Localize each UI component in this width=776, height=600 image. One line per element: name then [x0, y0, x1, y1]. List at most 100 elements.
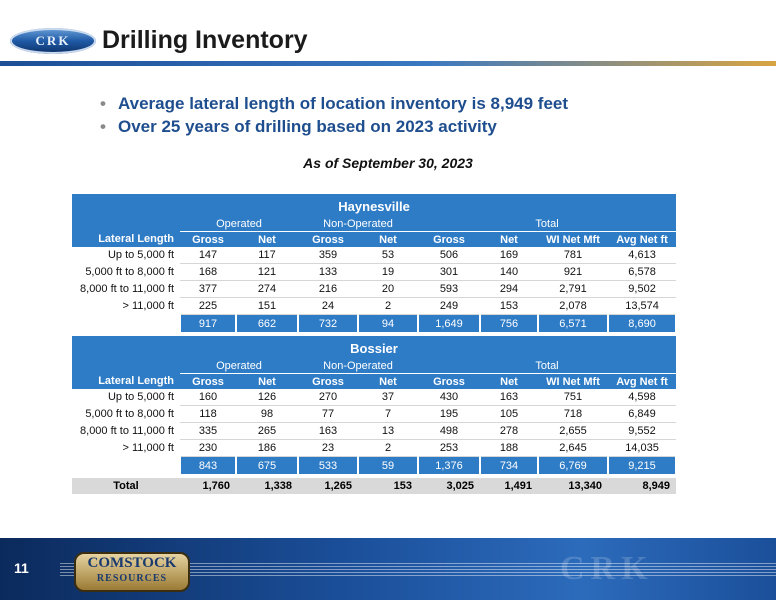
table-cell: 19 [358, 263, 418, 281]
table-row: > 11,000 ft 225 151 24 2 249 153 2,078 1… [72, 297, 677, 315]
column-header: Lateral Length [72, 373, 180, 389]
page-title: Drilling Inventory [102, 26, 308, 54]
table-cell: 147 [180, 247, 236, 264]
row-label: > 11,000 ft [122, 300, 174, 312]
subtotal-cell: 6,571 [537, 314, 609, 332]
column-header: Avg Net ft [608, 231, 677, 247]
column-header: Net [358, 231, 418, 247]
table-cell: 77 [298, 405, 358, 423]
grand-total-table: Total 1,760 1,338 1,265 153 3,025 1,491 … [72, 478, 676, 494]
group-total: Total [418, 216, 677, 232]
table-cell: 230 [180, 439, 236, 457]
group-non-operated: Non-Operated [298, 358, 418, 374]
group-total: Total [418, 358, 677, 374]
table-cell: 751 [538, 389, 608, 406]
brand-line-2: RESOURCES [96, 573, 168, 584]
bullet-item: • Average lateral length of location inve… [100, 92, 568, 115]
company-logo: CRK [10, 28, 96, 54]
bullet-item: • Over 25 years of drilling based on 2023… [100, 115, 568, 138]
subtotal-row: 843 675 533 59 1,376 734 6,769 9,215 [72, 456, 678, 474]
table-cell: 37 [358, 389, 418, 406]
table-cell: 2,655 [538, 422, 608, 440]
row-label: 5,000 ft to 8,000 ft [85, 408, 174, 420]
subtotal-cell: 756 [479, 314, 539, 332]
table-row: > 11,000 ft 230 186 23 2 253 188 2,645 1… [72, 439, 677, 457]
grand-total-cell: 1,760 [180, 478, 236, 494]
subtotal-cell: 94 [357, 314, 419, 332]
table-cell: 301 [418, 263, 480, 281]
table-cell: 24 [298, 297, 358, 315]
column-header: Gross [298, 373, 358, 389]
table-cell: 359 [298, 247, 358, 264]
table-cell: 9,502 [608, 280, 677, 298]
grand-total-cell: 3,025 [418, 478, 480, 494]
page-number: 11 [14, 560, 29, 576]
row-label: Up to 5,000 ft [107, 249, 174, 262]
subtotal-cell: 9,215 [606, 456, 678, 474]
table-cell: 2,791 [538, 280, 608, 298]
table-cell: 430 [418, 389, 480, 406]
bullet-icon: • [100, 117, 106, 136]
table-cell: 13,574 [608, 297, 677, 315]
table-row: Up to 5,000 ft 160 126 270 37 430 163 75… [72, 389, 677, 406]
table-cell: 249 [418, 297, 480, 315]
grand-total-label: Total [72, 478, 180, 494]
bossier-table: Bossier Operated Non-Operated Total Late… [72, 336, 678, 474]
column-header: Lateral Length [72, 231, 180, 247]
table-cell: 7 [358, 405, 418, 423]
table-cell: 506 [418, 247, 480, 264]
table-cell: 265 [236, 422, 298, 440]
table-cell: 140 [480, 263, 538, 281]
logo-text: CRK [35, 33, 71, 48]
row-label: 5,000 ft to 8,000 ft [85, 266, 174, 278]
footer-stripes [60, 563, 776, 577]
table-row: 8,000 ft to 11,000 ft 335 265 163 13 498… [72, 422, 677, 440]
subtotal-cell: 8,690 [606, 314, 678, 332]
grand-total-cell: 8,949 [608, 478, 676, 494]
table-cell: 23 [298, 439, 358, 457]
table-cell: 225 [180, 297, 236, 315]
table-cell: 377 [180, 280, 236, 298]
footer-bar: 11 COMSTOCK RESOURCES CRK [0, 538, 776, 600]
column-header: Gross [418, 231, 480, 247]
subtotal-cell: 675 [235, 456, 299, 474]
table-cell: 4,613 [608, 247, 677, 264]
table-cell: 278 [480, 422, 538, 440]
table-cell: 274 [236, 280, 298, 298]
bullet-list: • Average lateral length of location inve… [100, 92, 568, 138]
table-cell: 294 [480, 280, 538, 298]
column-header: WI Net Mft [538, 231, 608, 247]
table-cell: 2,078 [538, 297, 608, 315]
footer-watermark: CRK [560, 550, 654, 587]
table-cell: 781 [538, 247, 608, 264]
table-cell: 20 [358, 280, 418, 298]
table-cell: 186 [236, 439, 298, 457]
column-header: Net [358, 373, 418, 389]
bullet-text: Over 25 years of drilling based on 2023 … [118, 117, 497, 136]
haynesville-table: Haynesville Operated Non-Operated Total … [72, 194, 678, 332]
table-cell: 126 [236, 389, 298, 406]
table-cell: 6,578 [608, 263, 677, 281]
group-operated: Operated [180, 358, 298, 374]
title-divider [0, 61, 776, 66]
table-cell: 270 [298, 389, 358, 406]
table-cell: 335 [180, 422, 236, 440]
subtotal-cell: 59 [357, 456, 419, 474]
grand-total-cell: 153 [358, 478, 418, 494]
column-header: Net [480, 373, 538, 389]
as-of-date: As of September 30, 2023 [303, 155, 473, 171]
column-header: Net [236, 373, 298, 389]
column-header: Net [236, 231, 298, 247]
table-cell: 153 [480, 297, 538, 315]
table-cell: 14,035 [608, 439, 677, 457]
table-cell: 151 [236, 297, 298, 315]
grand-total-cell: 1,491 [480, 478, 538, 494]
subtotal-cell: 917 [179, 314, 237, 332]
table-row: 5,000 ft to 8,000 ft 118 98 77 7 195 105… [72, 405, 677, 423]
subtotal-cell: 533 [297, 456, 359, 474]
table-cell: 133 [298, 263, 358, 281]
table-cell: 105 [480, 405, 538, 423]
table-cell: 98 [236, 405, 298, 423]
table-row: Up to 5,000 ft 147 117 359 53 506 169 78… [72, 247, 677, 264]
row-label: > 11,000 ft [122, 442, 174, 454]
